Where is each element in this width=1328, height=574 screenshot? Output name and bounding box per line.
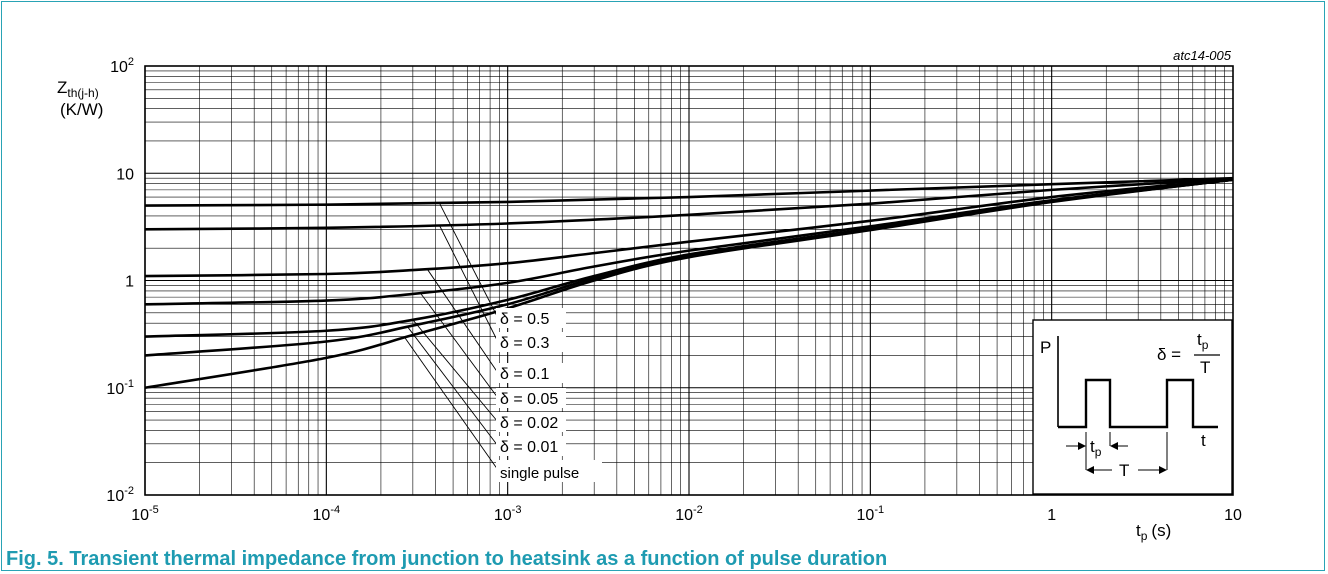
series-curve (144, 176, 1234, 207)
x-axis-unit: (s) (1151, 521, 1171, 540)
legend-label-bg-1 (496, 308, 566, 328)
legend-label-bg-5 (496, 412, 566, 432)
inset-tp-arrowhead-left (1078, 442, 1086, 450)
legend-label-delta-0-5: δ = 0.5 (500, 311, 549, 328)
legend-label-bg-2 (496, 332, 566, 352)
x-axis-label: tp (s) (1136, 521, 1171, 543)
legend-label-delta-0-02: δ = 0.02 (500, 415, 558, 432)
inset-t-label: t (1201, 431, 1206, 450)
x-tick-label: 10 (1224, 507, 1242, 524)
legend-label-bg-6 (496, 436, 566, 456)
inset-tp-label: tp (1090, 437, 1102, 459)
y-tick-label: 10-1 (106, 378, 134, 398)
legend-leader-line (438, 224, 499, 343)
inset-p-label: P (1040, 338, 1051, 357)
series-curve (144, 177, 1234, 278)
legend-label-bg-3 (496, 363, 566, 383)
y-axis-label-sub: th(j-h) (67, 86, 98, 100)
plot-area-border (144, 65, 1234, 496)
figure-caption: Fig. 5. Transient thermal impedance from… (6, 548, 888, 570)
y-axis-label: Zth(j-h) (57, 78, 99, 100)
legend-leader-line (438, 202, 499, 319)
figure-id: atc14-005 (1173, 48, 1232, 63)
x-axis-label-main: t (1136, 521, 1141, 540)
inset-T-arrowhead-right (1159, 466, 1167, 474)
legend-label-bg-7 (496, 460, 602, 482)
y-tick-label: 10 (116, 166, 134, 183)
x-tick-label: 1 (1047, 507, 1056, 524)
inset-fraction-numerator: tp (1197, 330, 1209, 352)
series-curve (144, 178, 1234, 390)
data-curves (144, 176, 1234, 390)
inset-pulse-train (1058, 378, 1218, 429)
legend-label-delta-0-3: δ = 0.3 (500, 335, 549, 352)
inset-fraction-denominator: T (1200, 358, 1210, 377)
legend-label-delta-0-1: δ = 0.1 (500, 366, 549, 383)
legend-label-single-pulse: single pulse (500, 465, 579, 482)
x-axis-label-sub: p (1141, 529, 1148, 543)
series-legend: δ = 0.5 δ = 0.3 δ = 0.1 δ = 0.05 δ = 0.0… (496, 308, 602, 482)
series-curve (144, 177, 1234, 231)
legend-leader-line (412, 319, 499, 423)
y-axis-unit: (K/W) (60, 100, 103, 119)
y-axis-label-main: Z (57, 78, 67, 97)
legend-leader-lines (404, 202, 499, 471)
legend-leader-line (419, 292, 499, 399)
inset-T-label: T (1119, 461, 1129, 480)
legend-leader-line (407, 326, 499, 447)
y-tick-label: 1 (125, 274, 134, 291)
x-tick-label: 10-5 (131, 504, 159, 524)
legend-label-bg-4 (496, 388, 566, 408)
inset-T-arrowhead-left (1086, 466, 1094, 474)
axis-tick-labels: 10-5 10-4 10-3 10-2 10-1 1 10 10-2 10-1 1 10 102 (106, 56, 1242, 524)
x-tick-label: 10-1 (857, 504, 885, 524)
legend-label-delta-0-01: δ = 0.01 (500, 439, 558, 456)
inset-box (1032, 319, 1233, 495)
legend-leader-line (404, 336, 499, 471)
y-tick-label: 102 (110, 56, 134, 76)
legend-label-delta-0-05: δ = 0.05 (500, 391, 558, 408)
y-tick-label: 10-2 (106, 485, 134, 505)
x-tick-label: 10-3 (494, 504, 522, 524)
x-tick-label: 10-2 (675, 504, 703, 524)
inset-delta-label: δ = (1157, 345, 1181, 364)
inset-tp-arrowhead-right (1110, 442, 1118, 450)
x-tick-label: 10-4 (313, 504, 341, 524)
pulse-inset: P δ = tp T tp T t (1032, 319, 1233, 495)
